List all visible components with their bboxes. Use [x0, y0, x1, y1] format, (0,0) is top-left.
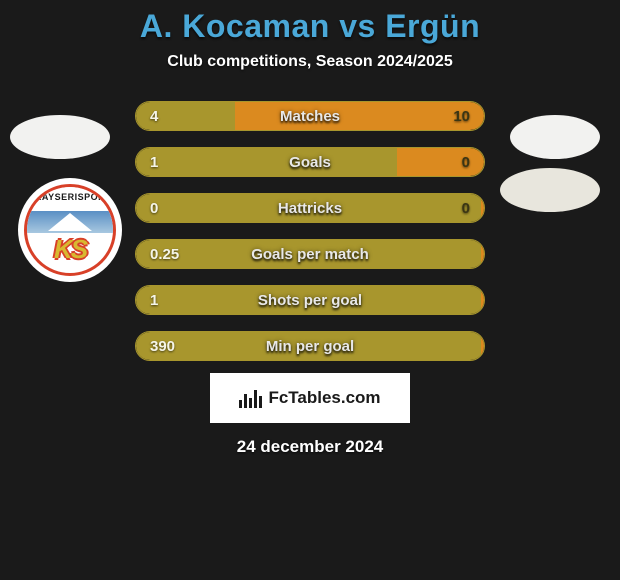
bar-label: Goals per match	[136, 246, 484, 263]
player2-avatar	[510, 115, 600, 159]
player2-club-avatar	[500, 168, 600, 212]
page-title: A. Kocaman vs Ergün	[0, 8, 620, 45]
date-label: 24 december 2024	[0, 437, 620, 457]
bar-label: Hattricks	[136, 200, 484, 217]
bar-row: 390Min per goal	[135, 331, 485, 361]
branding-chart-icon	[239, 388, 262, 408]
bar-label: Matches	[136, 108, 484, 125]
chart-container: A. Kocaman vs Ergün Club competitions, S…	[0, 0, 620, 457]
bar-row: 00Hattricks	[135, 193, 485, 223]
branding-text: FcTables.com	[268, 388, 380, 408]
bar-row: 10Goals	[135, 147, 485, 177]
bar-row: 1Shots per goal	[135, 285, 485, 315]
badge-letters: KS	[27, 234, 113, 265]
bar-label: Goals	[136, 154, 484, 171]
subtitle: Club competitions, Season 2024/2025	[0, 53, 620, 71]
branding-box: FcTables.com	[210, 373, 410, 423]
bar-label: Min per goal	[136, 338, 484, 355]
bar-row: 410Matches	[135, 101, 485, 131]
player1-avatar	[10, 115, 110, 159]
bar-row: 0.25Goals per match	[135, 239, 485, 269]
player1-club-badge: KAYSERISPOR KS	[18, 178, 122, 282]
comparison-bars: 410Matches 10Goals 00Hattricks 0.25Goals pe…	[135, 101, 485, 361]
bar-label: Shots per goal	[136, 292, 484, 309]
